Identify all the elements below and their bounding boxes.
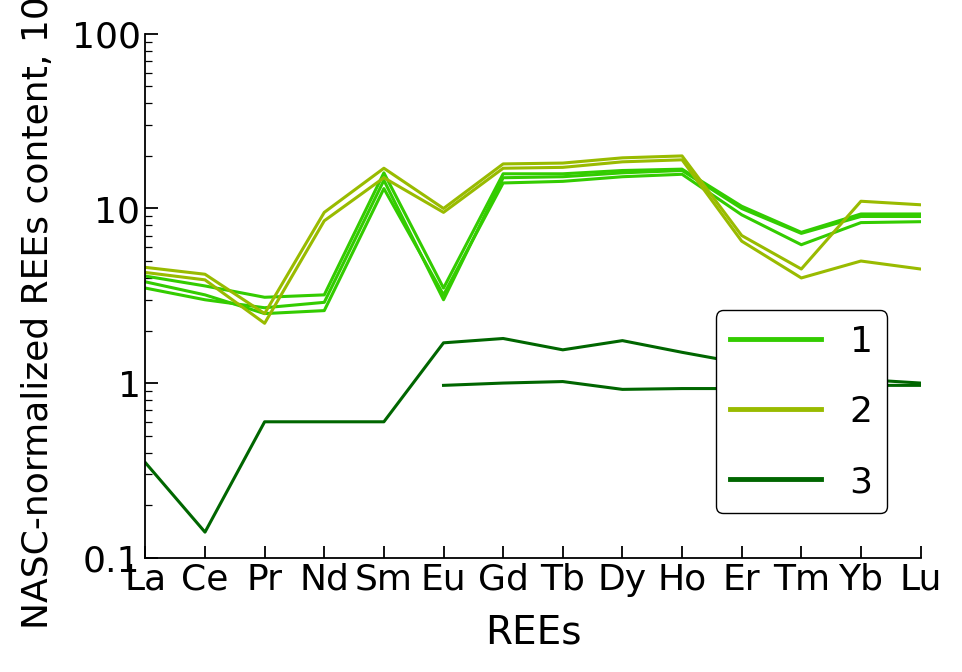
X-axis label: REEs: REEs <box>485 614 581 651</box>
Legend: 1, 2, 3: 1, 2, 3 <box>716 310 886 513</box>
Y-axis label: NASC-normalized REEs content, 10⁻⁶: NASC-normalized REEs content, 10⁻⁶ <box>21 0 55 629</box>
